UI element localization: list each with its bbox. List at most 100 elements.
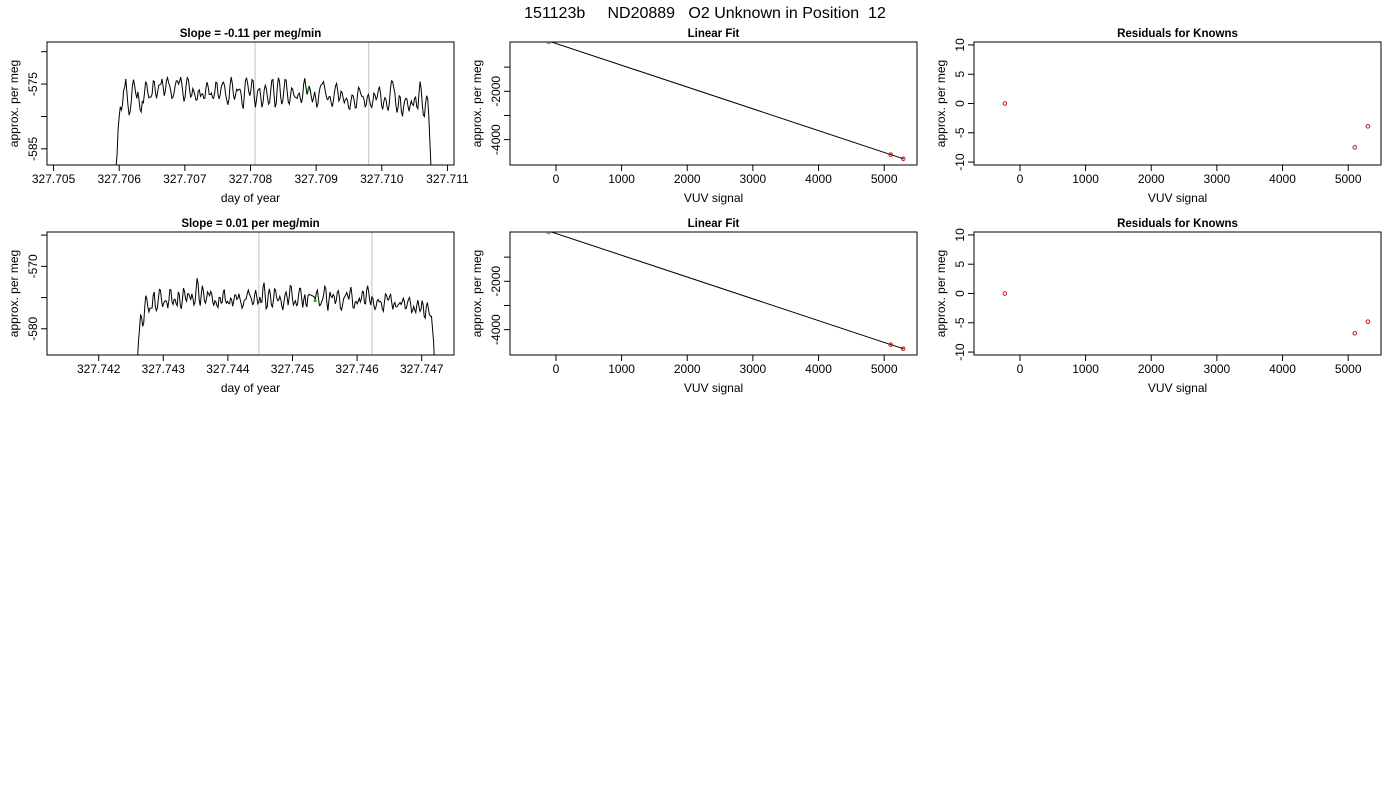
x-tick-label: 4000 [805,362,832,376]
plot-area [540,227,906,352]
y-tick-label: -4000 [489,124,503,155]
plot-frame [973,41,1382,166]
y-tick-label: -585 [26,136,40,160]
unknown-point [546,232,552,235]
x-tick-label: 1000 [608,172,635,186]
plot-frame [973,231,1382,356]
y-tick-label: 5 [953,71,967,78]
plot-area [540,37,906,162]
y-axis-label: approx. per meg [470,250,484,337]
y-tick-label: -10 [953,153,967,171]
y-tick-label: -575 [26,72,40,96]
known-point [1365,124,1371,129]
plot-frame [46,231,455,356]
y-tick-label: -2000 [489,266,503,297]
x-tick-label: 5000 [871,362,898,376]
plot-area [137,232,435,355]
signal-trace [115,75,432,165]
panel-title: Residuals for Knowns [1117,218,1238,230]
x-tick-label: 4000 [805,172,832,186]
x-tick-label: 327.742 [77,362,121,376]
x-tick-label: 327.706 [98,172,142,186]
x-tick-label: 327.707 [163,172,207,186]
fit-line [549,42,905,160]
panel-1: Slope = -0.11 per meg/min day of year appr… [7,28,469,205]
x-tick-label: 327.746 [335,362,379,376]
x-tick-label: 3000 [1204,172,1231,186]
known-point [1002,101,1008,106]
known-point [540,227,544,231]
y-tick-label: -580 [26,316,40,340]
x-axis-label: day of year [221,381,280,395]
x-tick-label: 3000 [740,362,767,376]
x-tick-label: 4000 [1269,362,1296,376]
x-tick-label: 2000 [1138,362,1165,376]
plot-area [1002,291,1371,336]
y-tick-label: 10 [953,228,967,242]
plot-area [1002,101,1371,150]
panel-5: Linear Fit VUV signal approx. per meg 0 1000… [470,218,918,395]
y-tick-label: 10 [953,38,967,52]
x-tick-label: 327.747 [400,362,444,376]
known-point [900,156,906,162]
y-tick-label: -5 [953,317,967,328]
y-axis-label: approx. per meg [7,60,21,147]
panel-title: Slope = 0.01 per meg/min [181,218,319,230]
x-tick-label: 2000 [674,362,701,376]
y-tick-label: 5 [953,261,967,268]
x-tick-label: 5000 [871,172,898,186]
y-tick-label: -4000 [489,314,503,345]
signal-trace [137,278,435,355]
mean-marker [306,88,310,92]
fit-line [549,232,905,350]
x-tick-label: 0 [1017,362,1024,376]
y-tick-label: -5 [953,127,967,138]
y-tick-label: 0 [953,100,967,107]
panel-2: Linear Fit VUV signal approx. per meg 0 1000… [470,28,918,205]
panel-title: Linear Fit [688,218,740,230]
plot-frame [509,231,918,356]
x-tick-label: 327.744 [206,362,250,376]
known-point [888,342,893,347]
panel-3: Residuals for Knowns VUV signal approx. pe… [934,28,1382,205]
x-axis-label: VUV signal [1148,191,1207,205]
known-point [540,37,544,41]
x-tick-label: 327.708 [229,172,273,186]
known-point [900,346,906,352]
y-tick-label: -570 [26,254,40,278]
panel-6: Residuals for Knowns VUV signal approx. pe… [934,218,1382,395]
figure-title: 151123b ND20889 O2 Unknown in Position 1… [524,5,886,22]
y-axis-label: approx. per meg [934,250,948,337]
x-axis-label: VUV signal [684,381,743,395]
known-point [1365,319,1371,324]
panel-4: Slope = 0.01 per meg/min day of year appro… [7,218,455,395]
x-tick-label: 327.710 [360,172,404,186]
x-tick-label: 327.711 [426,172,469,186]
plot-frame [509,41,918,166]
x-axis-label: VUV signal [1148,381,1207,395]
y-tick-label: 0 [953,290,967,297]
y-axis-label: approx. per meg [934,60,948,147]
x-tick-label: 327.745 [271,362,315,376]
panel-title: Linear Fit [688,28,740,40]
x-tick-label: 2000 [1138,172,1165,186]
y-tick-label: -10 [953,343,967,361]
plot-area [115,42,432,165]
panel-title: Residuals for Knowns [1117,28,1238,40]
x-tick-label: 0 [553,172,560,186]
plot-frame [46,41,455,166]
known-point [888,152,893,157]
x-tick-label: 1000 [608,362,635,376]
y-axis-label: approx. per meg [7,250,21,337]
x-tick-label: 3000 [1204,362,1231,376]
x-tick-label: 5000 [1335,362,1362,376]
x-tick-label: 4000 [1269,172,1296,186]
x-tick-label: 5000 [1335,172,1362,186]
x-tick-label: 3000 [740,172,767,186]
x-tick-label: 1000 [1072,172,1099,186]
x-axis-label: VUV signal [684,191,743,205]
x-tick-label: 327.705 [32,172,76,186]
x-tick-label: 327.709 [294,172,338,186]
x-tick-label: 1000 [1072,362,1099,376]
